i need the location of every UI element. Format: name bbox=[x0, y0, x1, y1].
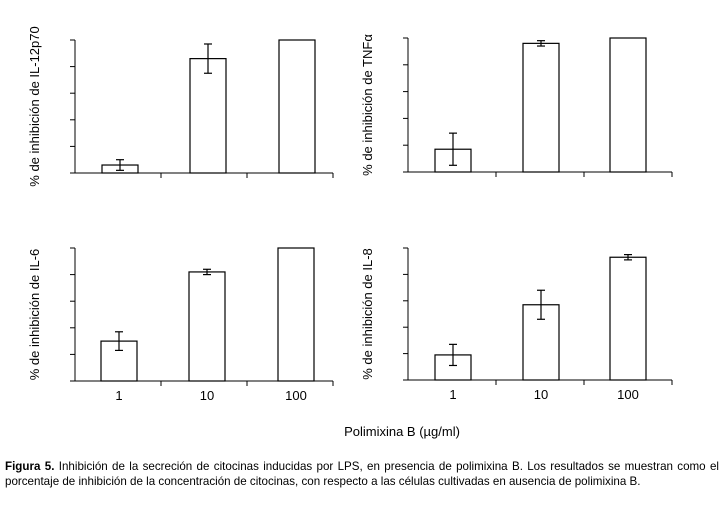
chart-il12-y-label: % de inhibición de IL-12p70 bbox=[27, 26, 42, 186]
figure-caption: Figura 5. Inhibición de la secreción de … bbox=[5, 459, 719, 489]
chart-il6-bar-100 bbox=[277, 247, 315, 382]
chart-il12-bar-100 bbox=[278, 39, 316, 174]
chart-il8-x-tick-label-100: 100 bbox=[617, 387, 639, 402]
chart-il6-x-tick-label-100: 100 bbox=[285, 388, 307, 403]
chart-il12-bar-10 bbox=[189, 58, 227, 174]
chart-il8-bar-100 bbox=[609, 256, 647, 381]
chart-il6-x-tick-label-10: 10 bbox=[200, 388, 214, 403]
chart-il6-bar-10 bbox=[188, 271, 226, 382]
chart-tnf-bar-100 bbox=[609, 37, 647, 173]
chart-il8-x-tick-label-10: 10 bbox=[534, 387, 548, 402]
chart-tnf-bar-10 bbox=[522, 42, 560, 173]
chart-il8-x-tick-label-1: 1 bbox=[449, 387, 456, 402]
chart-tnf-y-label: % de inhibición de TNFα bbox=[360, 34, 375, 176]
chart-il6-x-tick-label-1: 1 bbox=[115, 388, 122, 403]
chart-il6-y-label: % de inhibición de IL-6 bbox=[27, 249, 42, 381]
caption-label: Figura 5. bbox=[5, 460, 55, 473]
caption-text: Inhibición de la secreción de citocinas … bbox=[5, 460, 719, 488]
x-axis-title: Polimixina B (µg/ml) bbox=[344, 424, 460, 439]
chart-il8-y-label: % de inhibición de IL-8 bbox=[360, 248, 375, 380]
